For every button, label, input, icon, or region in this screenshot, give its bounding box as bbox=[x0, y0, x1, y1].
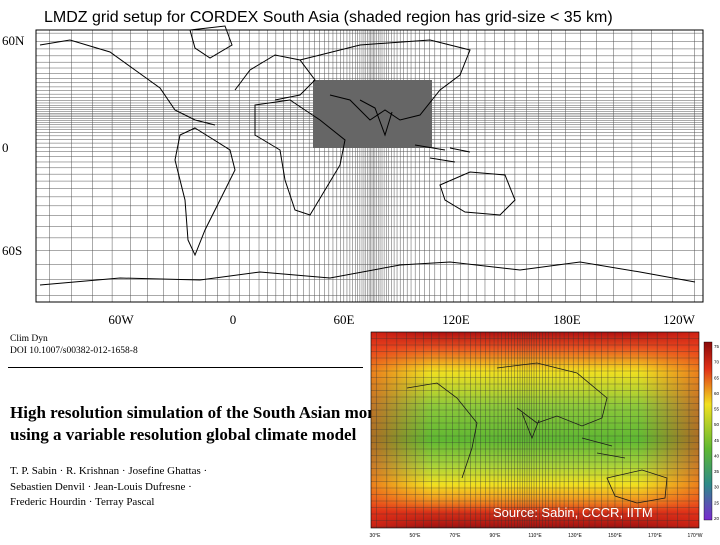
inset-map-graphic: 75 70 65 60 55 50 45 40 35 30 25 20 30°E 50°E 70°E 90°… bbox=[370, 331, 720, 539]
lat-label-60n: 60N bbox=[2, 33, 25, 48]
colorbar-tick-label: 45 bbox=[714, 438, 720, 443]
inset-x-tick-label: 90°E bbox=[490, 533, 502, 539]
inset-x-tick-label: 30°E bbox=[370, 533, 382, 539]
inset-x-tick-label: 170°E bbox=[648, 533, 662, 539]
colorbar-tick-label: 55 bbox=[714, 407, 720, 412]
grid-map bbox=[35, 25, 704, 303]
figure-title: LMDZ grid setup for CORDEX South Asia (s… bbox=[44, 9, 613, 26]
colorbar-tick-label: 75 bbox=[714, 344, 720, 349]
paper-title-line-1: High resolution simulation of the South … bbox=[10, 403, 410, 422]
inset-x-tick-label: 50°E bbox=[410, 533, 422, 539]
lat-label-0: 0 bbox=[2, 140, 9, 155]
grid-lines-vertical bbox=[49, 30, 695, 302]
lon-label-120e: 120E bbox=[442, 312, 470, 327]
clipping-divider bbox=[8, 367, 363, 368]
greenland-coast bbox=[189, 25, 233, 59]
asia-coast bbox=[299, 39, 471, 121]
africa-coast bbox=[254, 99, 346, 216]
colorbar-tick-label: 35 bbox=[714, 469, 720, 474]
colorbar-tick-label: 20 bbox=[714, 516, 720, 521]
australia-coast bbox=[439, 171, 516, 216]
inset-x-tick-label: 150°E bbox=[608, 533, 622, 539]
inset-x-tick-label: 170°W bbox=[687, 533, 702, 539]
inset-x-ticks: 30°E 50°E 70°E 90°E 110°E 130°E 150°E 170°E 170°… bbox=[370, 533, 703, 539]
antarctica-coast bbox=[39, 261, 696, 286]
india-coast bbox=[359, 99, 393, 137]
paper-journal-info: Clim Dyn DOI 10.1007/s00382-012-1658-8 bbox=[10, 333, 138, 357]
colorbar-tick-label: 50 bbox=[714, 422, 720, 427]
lon-label-60e: 60E bbox=[333, 312, 355, 327]
inset-x-tick-label: 110°E bbox=[528, 533, 542, 539]
lat-label-60s: 60S bbox=[2, 243, 23, 258]
colorbar-tick-label: 30 bbox=[714, 485, 720, 490]
colorbar bbox=[703, 341, 713, 521]
inset-field-map: 75 70 65 60 55 50 45 40 35 30 25 20 30°E 50°E 70°E 90°… bbox=[367, 328, 720, 540]
journal-doi: DOI 10.1007/s00382-012-1658-8 bbox=[10, 346, 138, 356]
authors-line-2: Sebastien Denvil · Jean-Louis Dufresne · bbox=[10, 480, 192, 493]
high-resolution-shaded-region bbox=[313, 80, 432, 148]
authors-line-1: T. P. Sabin · R. Krishnan · Josefine Gha… bbox=[10, 465, 208, 477]
south-america-coast bbox=[174, 127, 236, 257]
journal-name: Clim Dyn bbox=[10, 334, 48, 344]
paper-title: High resolution simulation of the South … bbox=[10, 402, 410, 446]
colorbar-tick-label: 60 bbox=[714, 391, 720, 396]
source-credit: Source: Sabin, CCCR, IITM bbox=[493, 505, 653, 520]
authors-line-3: Frederic Hourdin · Terray Pascal bbox=[10, 496, 155, 508]
colorbar-ticks: 75 70 65 60 55 50 45 40 35 30 25 20 bbox=[714, 344, 720, 521]
paper-authors: T. P. Sabin · R. Krishnan · Josefine Gha… bbox=[10, 464, 207, 511]
inset-x-tick-label: 130°E bbox=[568, 533, 582, 539]
inset-x-tick-label: 70°E bbox=[450, 533, 462, 539]
colorbar-tick-label: 40 bbox=[714, 453, 720, 458]
lon-label-120w: 120W bbox=[663, 312, 695, 327]
maritime-continent bbox=[414, 144, 471, 163]
coastlines bbox=[39, 25, 696, 286]
inset-coastlines bbox=[406, 362, 668, 504]
lon-label-60w: 60W bbox=[108, 312, 134, 327]
north-america-coast bbox=[39, 39, 216, 126]
grid-map-panel: LMDZ grid setup for CORDEX South Asia (s… bbox=[2, 9, 704, 327]
colorbar-tick-label: 25 bbox=[714, 500, 720, 505]
paper-title-line-2: using a variable resolution global clima… bbox=[10, 425, 357, 444]
colorbar-tick-label: 70 bbox=[714, 360, 720, 365]
lon-label-0: 0 bbox=[229, 312, 237, 327]
colorbar-tick-label: 65 bbox=[714, 375, 720, 380]
lon-label-180e: 180E bbox=[553, 312, 581, 327]
map-frame bbox=[35, 29, 704, 303]
